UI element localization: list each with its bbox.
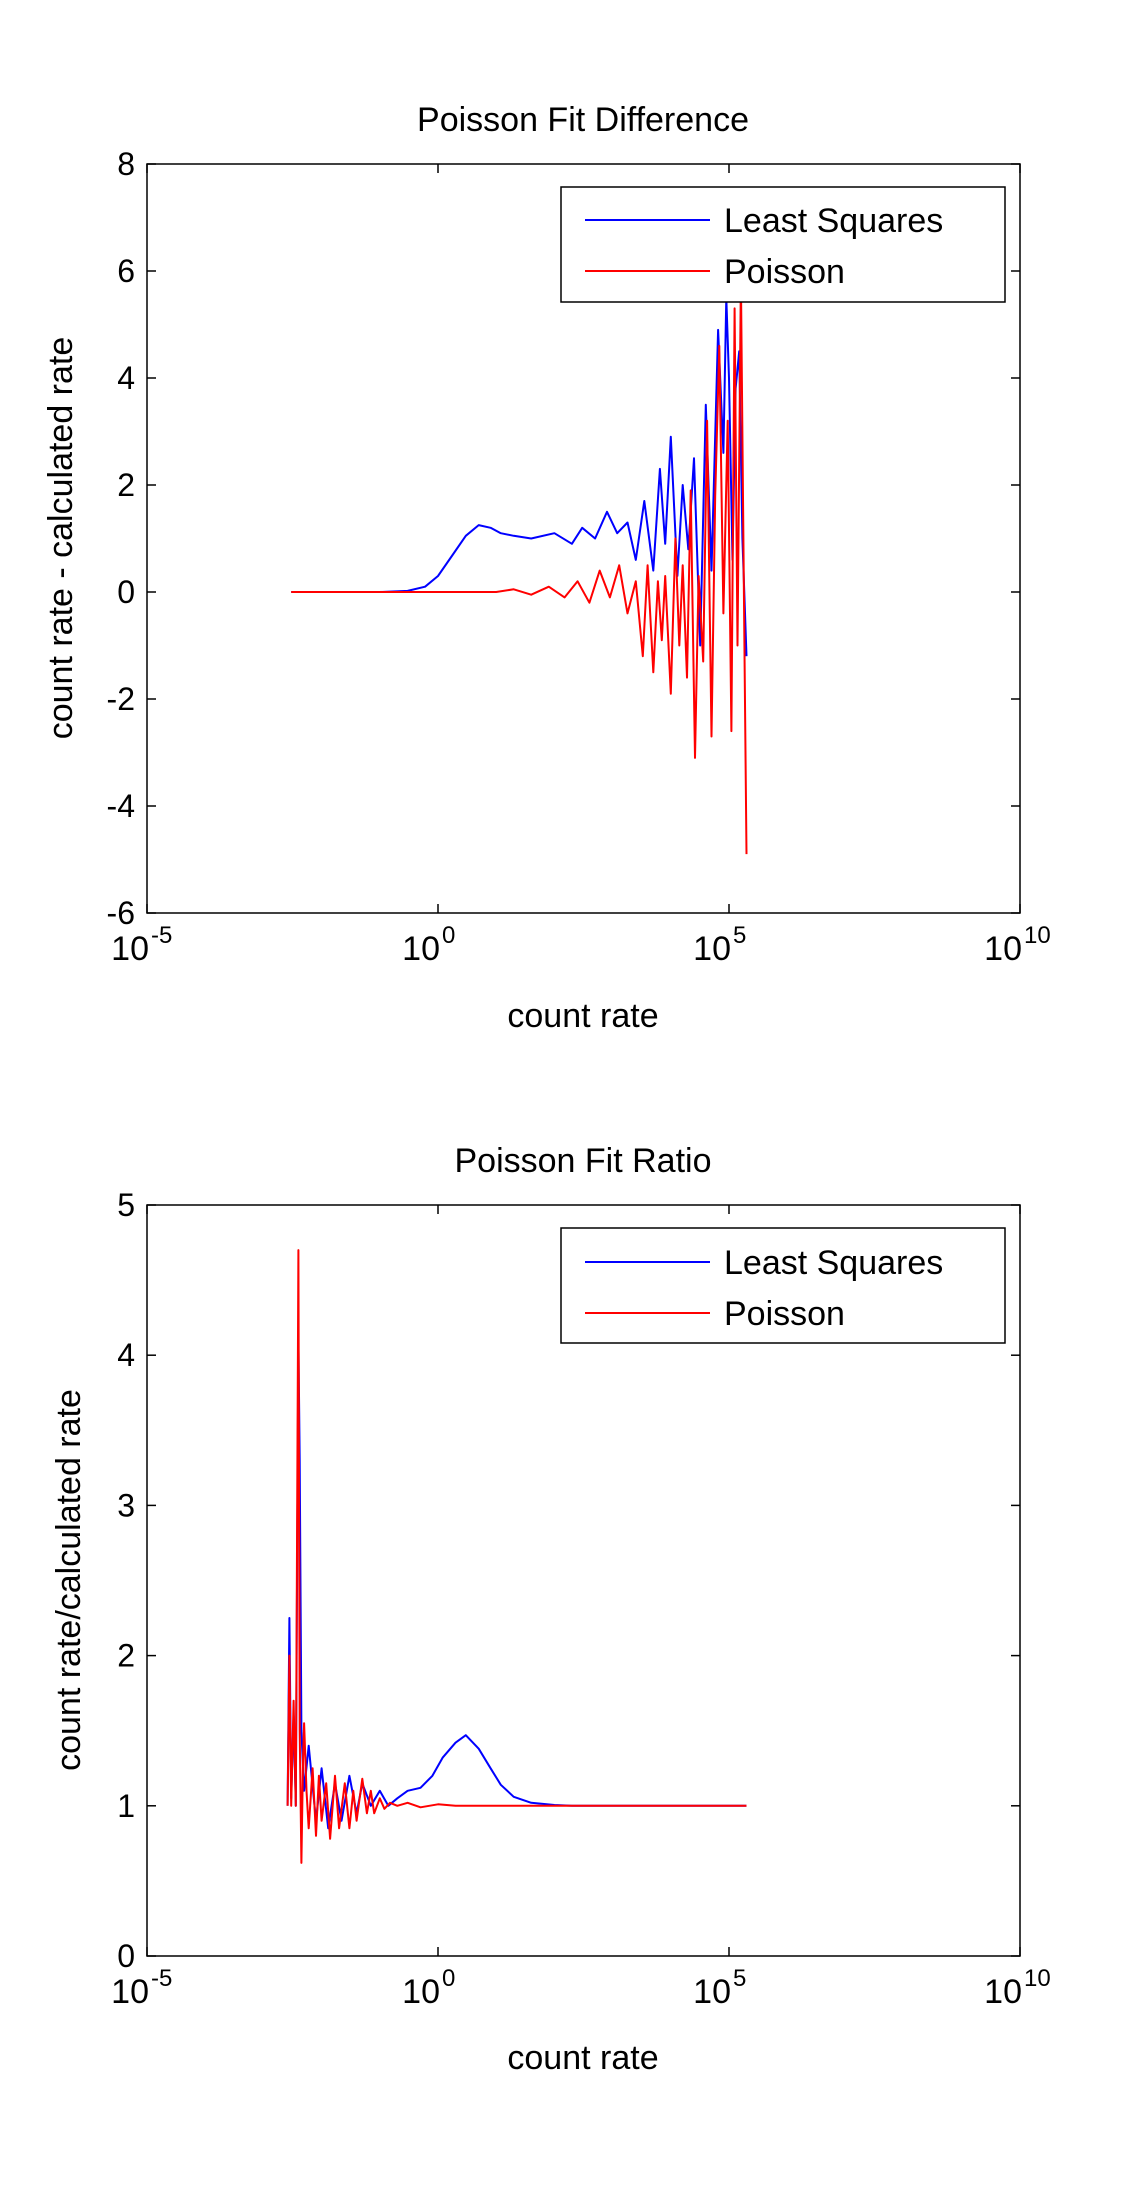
y-tick-label: 4 — [117, 360, 135, 396]
y-axis-ticks: 0 1 2 3 4 5 — [117, 1187, 1020, 1974]
legend-entry-least-squares: Least Squares — [724, 1244, 943, 1282]
x-tick-exponent: 5 — [733, 922, 746, 949]
series-line-least-squares — [286, 1339, 747, 1830]
y-tick-label: -2 — [107, 681, 135, 717]
x-tick-exponent: -5 — [151, 1965, 172, 1992]
y-tick-label: 2 — [117, 467, 135, 503]
x-tick-label: 10 — [984, 930, 1022, 968]
y-tick-label: 2 — [117, 1638, 135, 1674]
y-axis-label: count rate/calculated rate — [50, 1389, 88, 1771]
x-tick-exponent: 10 — [1024, 1965, 1051, 1992]
y-tick-label: 0 — [117, 1938, 135, 1974]
y-tick-label: 6 — [117, 253, 135, 289]
y-tick-label: 1 — [117, 1788, 135, 1824]
y-tick-label: 0 — [117, 574, 135, 610]
y-tick-label: -6 — [107, 895, 135, 931]
x-axis-ticks: 10 -5 10 0 10 5 10 10 — [111, 164, 1051, 968]
legend-box — [560, 186, 1006, 303]
x-tick-exponent: 10 — [1024, 922, 1051, 949]
legend-box — [560, 1227, 1006, 1344]
plot-area — [146, 163, 1021, 914]
x-tick-exponent: 0 — [442, 922, 455, 949]
x-axis-ticks: 10 -5 10 0 10 5 10 10 — [111, 1205, 1051, 2011]
series-line-poisson — [286, 1249, 747, 1864]
x-tick-label: 10 — [402, 930, 440, 968]
x-tick-label: 10 — [402, 1973, 440, 2011]
series-line-least-squares — [291, 296, 748, 657]
chart-title: Poisson Fit Difference — [417, 101, 749, 139]
x-axis-label: count rate — [507, 997, 658, 1035]
x-tick-label: 10 — [111, 1973, 149, 2011]
legend-entry-least-squares: Least Squares — [724, 202, 943, 240]
x-axis-label: count rate — [507, 2039, 658, 2077]
x-tick-label: 10 — [984, 1973, 1022, 2011]
x-tick-exponent: -5 — [151, 922, 172, 949]
y-tick-label: 4 — [117, 1337, 135, 1373]
legend-entry-poisson: Poisson — [724, 253, 845, 291]
plot-area — [146, 1204, 1021, 1957]
x-tick-label: 10 — [693, 1973, 731, 2011]
series-layer — [291, 275, 748, 855]
y-tick-label: 8 — [117, 146, 135, 182]
legend: Least Squares Poisson — [560, 1227, 1006, 1344]
x-tick-label: 10 — [693, 930, 731, 968]
x-tick-label: 10 — [111, 930, 149, 968]
y-axis-label: count rate - calculated rate — [42, 337, 80, 740]
y-tick-label: 3 — [117, 1487, 135, 1523]
legend-entry-poisson: Poisson — [724, 1295, 845, 1333]
x-tick-exponent: 0 — [442, 1965, 455, 1992]
series-layer — [286, 1249, 747, 1864]
legend: Least Squares Poisson — [560, 186, 1006, 303]
y-tick-label: 5 — [117, 1187, 135, 1223]
y-axis-ticks: -6 -4 -2 0 2 4 6 8 — [107, 146, 1020, 931]
chart-title: Poisson Fit Ratio — [455, 1142, 712, 1180]
x-tick-exponent: 5 — [733, 1965, 746, 1992]
series-line-poisson — [291, 275, 748, 855]
y-tick-label: -4 — [107, 788, 135, 824]
